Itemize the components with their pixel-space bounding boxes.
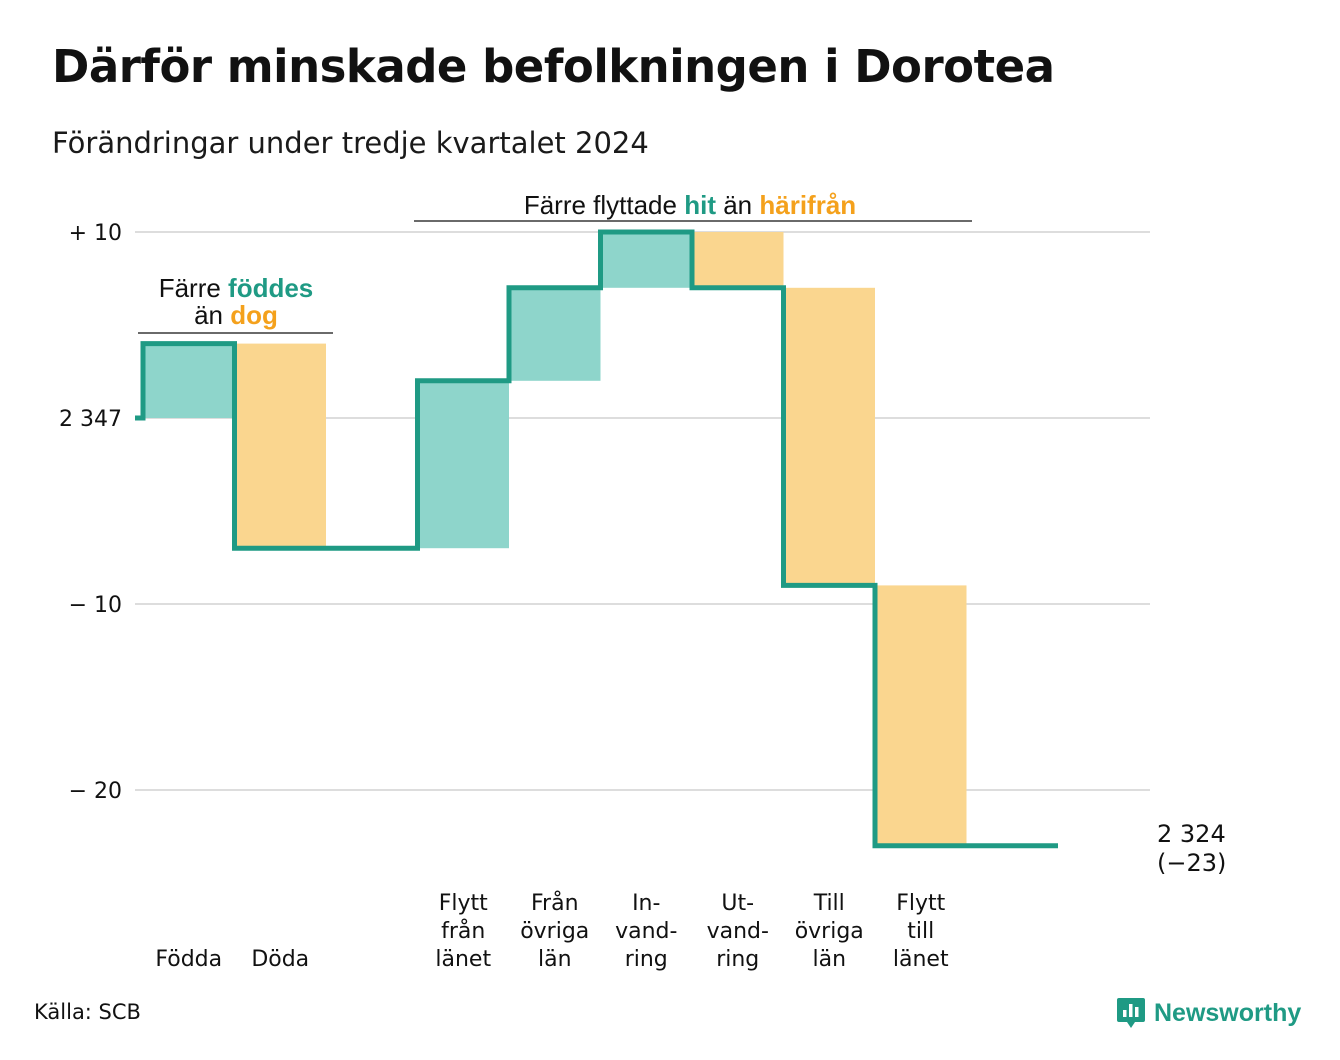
y-tick-label: + 10: [69, 221, 122, 246]
x-category-label: Flytt: [439, 891, 488, 916]
annotation-span: än: [194, 300, 230, 330]
annotation-text: än dog: [194, 300, 278, 330]
annotation-span: än: [716, 190, 759, 220]
bar-outflow: [875, 585, 967, 846]
x-category-label: län: [538, 947, 572, 972]
y-tick-label: 2 347: [59, 407, 122, 432]
x-category-label: Döda: [251, 947, 309, 972]
cumulative-line: [135, 229, 1058, 849]
bar-inflow: [417, 380, 509, 549]
bar-inflow: [600, 232, 692, 288]
bars: [143, 232, 967, 846]
x-category-label: från: [441, 918, 485, 944]
end-value-label: 2 324: [1157, 820, 1226, 848]
bar-chart-speech-bubble-icon: [1117, 998, 1145, 1028]
x-category-label: Flytt: [896, 891, 945, 916]
x-category-label: vand-: [707, 919, 769, 944]
source-note: Källa: SCB: [34, 1000, 141, 1024]
bar-outflow: [783, 287, 875, 586]
x-category-label: Till: [813, 891, 845, 916]
chart-subtitle: Förändringar under tredje kvartalet 2024: [52, 126, 649, 160]
x-category-label: länet: [893, 947, 949, 972]
bar-outflow: [692, 232, 784, 288]
bar-inflow: [509, 287, 601, 381]
y-tick-label: − 10: [69, 593, 122, 618]
x-category-label: länet: [435, 947, 491, 972]
x-category-label: In-: [632, 891, 660, 916]
x-category-label: Födda: [155, 947, 222, 972]
x-category-label: ring: [625, 947, 668, 972]
y-tick-label: − 20: [69, 779, 122, 804]
annotation-span: dog: [230, 300, 278, 330]
x-category-label: till: [907, 919, 934, 944]
x-category-label: län: [812, 947, 846, 972]
annotation-span: härifrån: [759, 190, 856, 220]
x-category-label: ring: [716, 947, 759, 972]
x-category-label: övriga: [795, 919, 864, 944]
x-category-label: vand-: [615, 919, 677, 944]
annotation-text: Färre föddes: [159, 273, 314, 303]
end-value-label: (−23): [1157, 849, 1226, 877]
annotation-span: hit: [684, 190, 716, 220]
annotation-span: föddes: [228, 273, 313, 303]
x-category-label: Från: [531, 890, 579, 916]
annotation-text: Färre flyttade hit än härifrån: [524, 190, 856, 220]
chart-title: Därför minskade befolkningen i Dorotea: [52, 40, 1055, 93]
annotation-span: Färre flyttade: [524, 190, 684, 220]
annotation-span: Färre: [159, 273, 228, 303]
bar-inflow: [143, 343, 235, 418]
x-category-label: övriga: [520, 919, 589, 944]
bar-outflow: [234, 343, 326, 549]
brand-name: Newsworthy: [1154, 998, 1302, 1027]
cumulative-step-line: [135, 229, 1058, 849]
x-category-label: Ut-: [721, 891, 754, 916]
brand-logo: Newsworthy: [1116, 993, 1301, 1033]
